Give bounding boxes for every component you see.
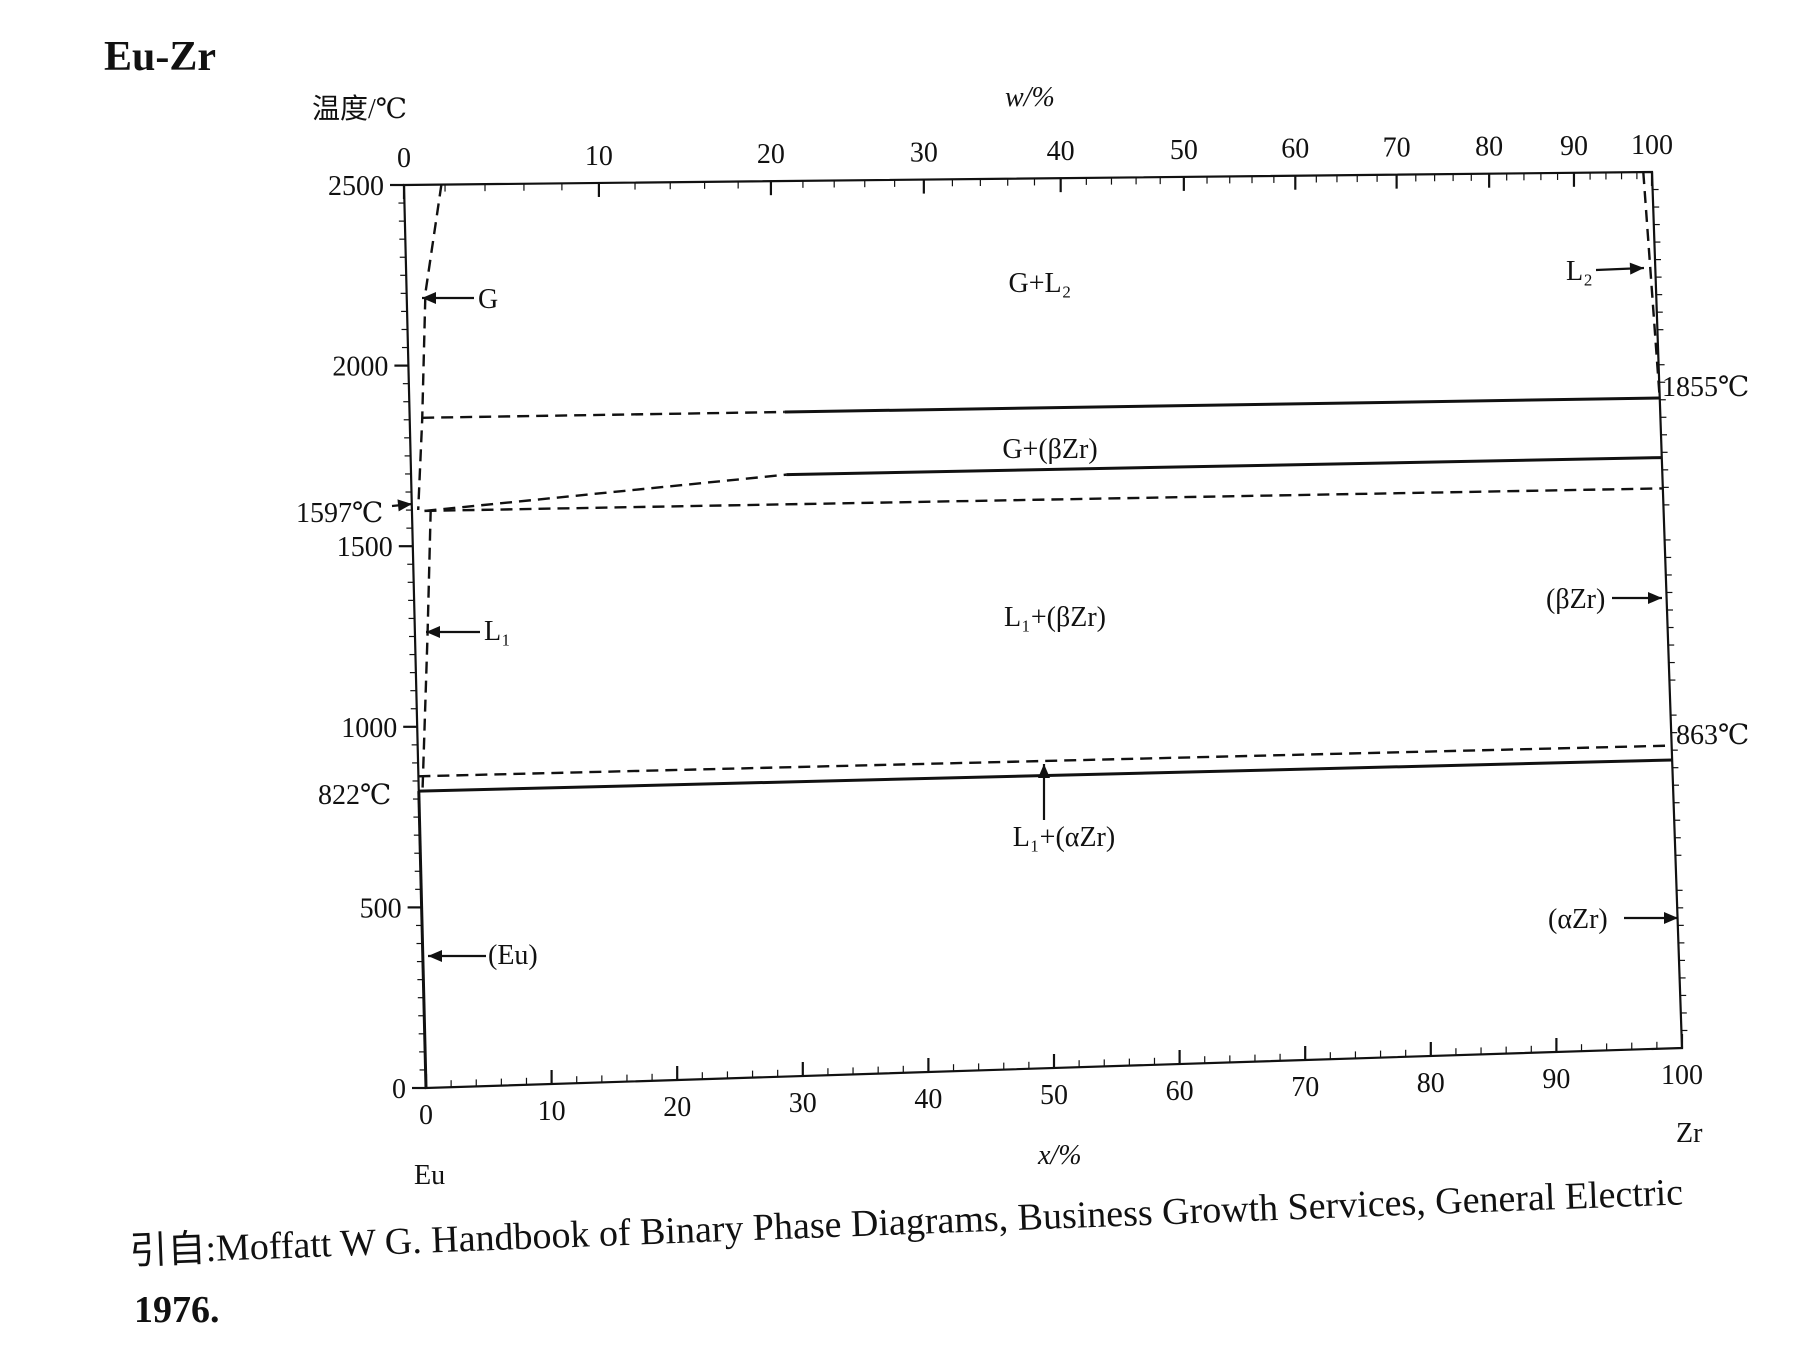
top-tick-label-40: 40 xyxy=(1047,136,1075,167)
y-tick-label-1000: 1000 xyxy=(341,713,397,744)
x-tick-label-10: 10 xyxy=(538,1096,566,1127)
component-left-label: Eu xyxy=(414,1160,445,1191)
temp-label-822: 822℃ xyxy=(318,780,391,811)
boundary-g-l1-solid xyxy=(786,456,1662,477)
x-tick-label-50: 50 xyxy=(1040,1080,1068,1111)
component-right-label: Zr xyxy=(1676,1118,1703,1149)
figure-title: Eu-Zr xyxy=(104,34,216,80)
temp-label-863: 863℃ xyxy=(1676,720,1749,751)
temp-label-1855: 1855℃ xyxy=(1662,372,1749,403)
x-tick-label-100: 100 xyxy=(1661,1060,1703,1091)
top-tick-label-10: 10 xyxy=(585,141,613,172)
y-tick-label-2000: 2000 xyxy=(332,352,388,383)
y-tick-label-2500: 2500 xyxy=(328,171,384,202)
top-axis-label: w/% xyxy=(1005,82,1055,113)
region-g-l2: G+L₂ xyxy=(1009,268,1072,299)
top-tick-label-20: 20 xyxy=(757,139,785,170)
boundary-g-l1-dashed xyxy=(424,473,787,513)
boundary-l2-phase-line xyxy=(1642,172,1661,399)
top-tick-label-100: 100 xyxy=(1631,130,1673,161)
boundary-g-l2-lower-boundary-dashed xyxy=(422,410,785,419)
region-l1-beta-zr: L₁+(βZr) xyxy=(1004,602,1106,633)
top-tick-label-80: 80 xyxy=(1475,132,1503,163)
x-tick-label-30: 30 xyxy=(789,1088,817,1119)
pointer-l1-label: L₁ xyxy=(484,616,511,647)
y-tick-label-0: 0 xyxy=(392,1074,406,1105)
pointer-l2-label: L₂ xyxy=(1566,256,1593,287)
boundary-g-phase-line xyxy=(417,184,443,511)
x-tick-label-90: 90 xyxy=(1542,1064,1570,1095)
boundary-eu-boiling-horizontal xyxy=(424,487,1663,513)
boundary-l1-phase-line xyxy=(421,509,432,792)
x-tick-label-40: 40 xyxy=(914,1084,942,1115)
x-tick-label-80: 80 xyxy=(1417,1068,1445,1099)
x-tick-label-70: 70 xyxy=(1291,1072,1319,1103)
bottom-axis-label: x/% xyxy=(1037,1140,1082,1171)
phase-boundaries xyxy=(417,172,1673,1089)
y-axis-label: 温度/℃ xyxy=(312,93,407,125)
y-tick-label-500: 500 xyxy=(360,893,402,924)
temp-label-1597: 1597℃ xyxy=(296,498,383,529)
top-tick-label-0: 0 xyxy=(397,143,411,174)
pointer-beta-zr-label: (βZr) xyxy=(1546,584,1605,615)
boundary--eu-solid xyxy=(417,791,428,1089)
top-tick-label-90: 90 xyxy=(1560,131,1588,162)
temp-1597-arrow-head xyxy=(397,499,412,512)
phase-labels: G+L₂ G+(βZr) L₁+(βZr) L₁+(αZr) G L₁ (Eu) L₂ (βZr… xyxy=(296,256,1749,971)
pointer-eu-arrow-head xyxy=(428,950,442,962)
pointer-g-arrow-head xyxy=(422,292,436,304)
pointer-alpha-zr-label: (αZr) xyxy=(1548,904,1608,935)
top-tick-label-50: 50 xyxy=(1170,135,1198,166)
x-tick-label-20: 20 xyxy=(663,1092,691,1123)
top-tick-label-30: 30 xyxy=(910,138,938,169)
pointer-l1-alpha-zr-arrow-head xyxy=(1038,764,1050,778)
boundary-g-l2-lower-boundary-solid xyxy=(784,396,1660,414)
y-tick-label-1500: 1500 xyxy=(337,532,393,563)
pointer-alpha-zr-arrow-head xyxy=(1664,912,1678,924)
x-tick-label-60: 60 xyxy=(1166,1076,1194,1107)
pointer-eu-label: (Eu) xyxy=(488,940,538,971)
region-g-beta-zr: G+(βZr) xyxy=(1002,434,1097,465)
x-tick-label-0: 0 xyxy=(419,1100,433,1131)
pointer-g-label: G xyxy=(478,284,498,315)
citation-line-2: 1976. xyxy=(134,1289,220,1331)
region-l1-alpha-zr: L₁+(αZr) xyxy=(1013,822,1115,853)
top-tick-label-70: 70 xyxy=(1383,133,1411,164)
pointer-beta-zr-arrow-head xyxy=(1648,592,1662,604)
citation-line-1: 引自:Moffatt W G. Handbook of Binary Phase… xyxy=(129,1171,1684,1273)
pointer-l1-arrow-head xyxy=(426,626,440,638)
top-tick-label-60: 60 xyxy=(1281,134,1309,165)
pointer-l2-arrow-head xyxy=(1629,262,1644,275)
